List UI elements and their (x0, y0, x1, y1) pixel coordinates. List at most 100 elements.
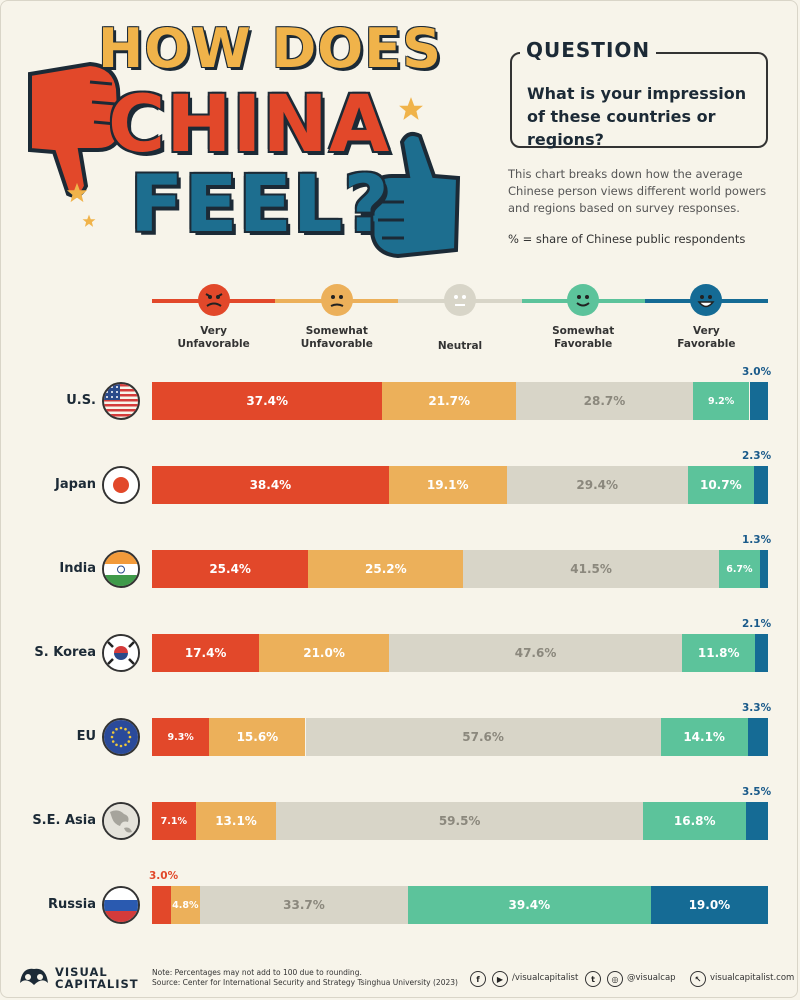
bar-segment: 16.8% (643, 802, 747, 840)
bar-segment (749, 382, 768, 420)
data-label: 2.1% (742, 618, 772, 630)
title-line-3: FEEL? (130, 160, 390, 250)
very-unfavorable-face-icon (197, 284, 230, 316)
footer-notes: Note: Percentages may not add to 100 due… (152, 968, 458, 988)
bar-segment (747, 718, 768, 756)
data-label: 3.0% (149, 870, 179, 882)
logo-line-2: CAPITALIST (55, 977, 139, 991)
data-label: 47.6% (514, 646, 557, 660)
row-label: U.S. (66, 393, 96, 408)
data-label: 3.3% (742, 702, 772, 714)
data-label: 25.4% (209, 562, 251, 576)
data-label: 9.3% (167, 731, 194, 743)
data-label: 38.4% (249, 478, 292, 492)
footer-note: Note: Percentages may not add to 100 due… (152, 968, 362, 977)
row-label: S.E. Asia (32, 813, 96, 828)
bar-segment (152, 886, 171, 924)
bar-segment: 10.7% (687, 466, 754, 504)
bar-segment: 9.2% (692, 382, 750, 420)
data-label: 15.6% (236, 730, 279, 744)
data-label: 4.8% (172, 899, 199, 911)
bar-segment: 59.5% (276, 802, 643, 840)
legend-label: Very Favorable (677, 325, 736, 350)
social-handle-tw-ig[interactable]: @visualcap (627, 973, 676, 983)
bar-segment: 38.4% (152, 466, 389, 504)
bar-segment: 25.4% (152, 550, 309, 588)
star-icon (66, 182, 88, 203)
data-label: 28.7% (583, 394, 626, 408)
legend-label: Very Unfavorable (177, 325, 250, 350)
data-label: 3.0% (742, 366, 772, 378)
data-label: 57.6% (462, 730, 504, 744)
unit-note: % = share of Chinese public respondents (508, 232, 746, 246)
bar-segment: 21.7% (382, 382, 517, 420)
bar-segment (755, 634, 768, 672)
row-label: India (59, 561, 96, 576)
us-flag-icon (102, 382, 140, 420)
row-label: EU (76, 729, 96, 744)
data-label: 10.7% (699, 478, 742, 492)
thumbs-up-icon (367, 132, 461, 259)
question-label: QUESTION (520, 38, 657, 62)
bar-segment (753, 466, 768, 504)
somewhat-unfavorable-face-icon (320, 284, 353, 316)
row-label: Russia (48, 897, 96, 912)
bar-segment: 13.1% (195, 802, 277, 840)
bar-segment: 14.1% (660, 718, 748, 756)
data-label: 29.4% (576, 478, 619, 492)
twitter-icon[interactable]: t (585, 971, 601, 987)
bar-segment: 6.7% (718, 550, 760, 588)
star-icon (82, 214, 96, 227)
question-text: What is your impression of these countri… (527, 84, 747, 149)
data-label: 1.3% (742, 534, 772, 546)
bar-segment (760, 550, 768, 588)
row-label: S. Korea (34, 645, 96, 660)
data-label: 11.8% (697, 646, 740, 660)
data-label: 7.1% (160, 815, 188, 827)
title-line-1: HOW DOES (98, 17, 442, 80)
youtube-icon[interactable]: ▶ (492, 971, 508, 987)
data-label: 21.7% (428, 394, 471, 408)
data-label: 25.2% (365, 562, 407, 576)
instagram-icon[interactable]: ◎ (607, 971, 623, 987)
website-link[interactable]: visualcapitalist.com (710, 973, 795, 983)
title-line-2: CHINA (108, 80, 391, 170)
bar-segment: 9.3% (152, 718, 210, 756)
globe-asia-icon (102, 802, 140, 840)
bar-segment: 47.6% (388, 634, 683, 672)
data-label: 59.5% (438, 814, 481, 828)
bar-segment: 37.4% (152, 382, 383, 420)
south-korea-flag-icon (102, 634, 140, 672)
very-favorable-face-icon (690, 284, 723, 316)
legend-label: Somewhat Favorable (552, 325, 615, 350)
footer-source: Source: Center for International Securit… (152, 978, 458, 987)
bar-segment: 7.1% (152, 802, 196, 840)
facebook-icon[interactable]: f (470, 971, 486, 987)
data-label: 14.1% (683, 730, 725, 744)
bar-segment: 19.0% (650, 886, 768, 924)
bar-segment: 29.4% (506, 466, 688, 504)
bar-segment: 17.4% (152, 634, 260, 672)
data-label: 37.4% (246, 394, 289, 408)
bar-segment: 33.7% (200, 886, 408, 924)
bar-segment: 15.6% (209, 718, 306, 756)
legend-label: Neutral (437, 340, 483, 352)
cursor-icon[interactable]: ↖ (690, 971, 706, 987)
neutral-face-icon (444, 284, 476, 316)
bar-segment: 11.8% (682, 634, 756, 672)
data-label: 33.7% (283, 898, 325, 912)
bar-segment: 21.0% (259, 634, 389, 672)
bar-segment: 57.6% (305, 718, 661, 756)
title-art: HOW DOES CHINA FEEL? (20, 17, 461, 259)
visual-capitalist-logo-icon (20, 968, 48, 985)
japan-flag-icon (102, 466, 140, 504)
russia-flag-icon (102, 886, 140, 924)
data-label: 6.7% (726, 563, 753, 575)
social-handle-fb-yt[interactable]: /visualcapitalist (512, 973, 579, 983)
data-label: 19.0% (688, 898, 731, 912)
chart-description: This chart breaks down how the average C… (508, 167, 767, 215)
data-label: 13.1% (215, 814, 257, 828)
data-label: 19.1% (426, 478, 469, 492)
star-icon (399, 97, 423, 120)
